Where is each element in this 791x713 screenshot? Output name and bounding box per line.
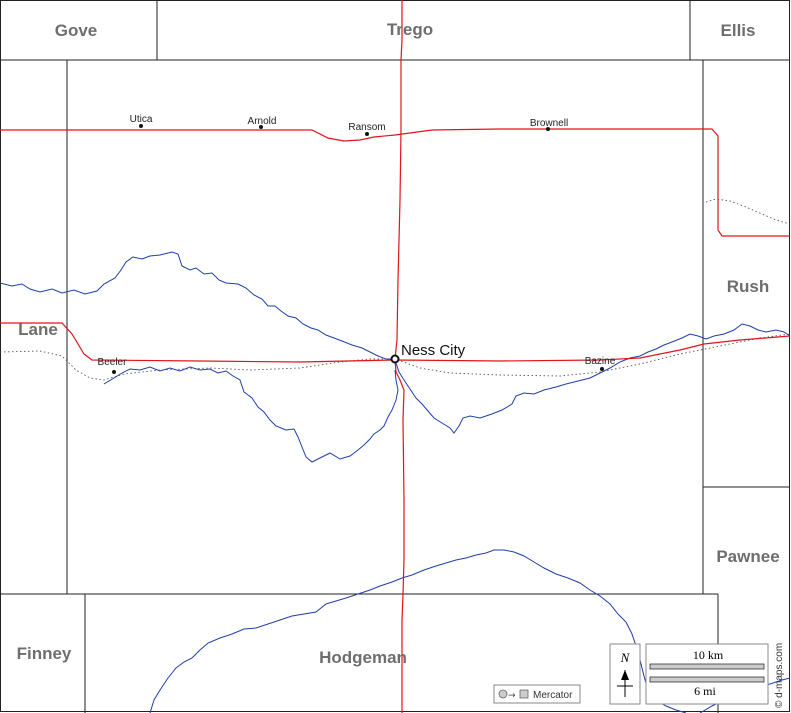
globe-icon [498,689,508,699]
town-markers [112,124,604,374]
projection-box: → Mercator [493,684,581,704]
town-label-brownell: Brownell [530,118,568,129]
north-arrow: N [609,643,641,705]
town-label-ransom: Ransom [348,122,385,133]
walnut-creek-north-branch [0,251,395,360]
town-label-bazine: Bazine [585,356,616,367]
square-map-icon [519,689,529,699]
arrow-icon: → [508,691,516,701]
compass-arrow-icon [621,670,629,680]
county-label-rush: Rush [727,277,770,296]
scale-frame [645,643,769,705]
highway-4 [0,128,790,237]
scale-km-bar [649,663,765,670]
town-label-beeler: Beeler [98,357,128,368]
ransom-marker [365,132,369,136]
county-label-hodgeman: Hodgeman [319,648,407,667]
walnut-creek-east [394,323,791,434]
county-label-gove: Gove [55,21,98,40]
walnut-creek-south-branch [103,366,399,463]
county-label-pawnee: Pawnee [716,547,779,566]
scale-km-label: 10 km [693,648,724,662]
beeler-marker [112,370,116,374]
projection-frame [493,684,581,704]
county-label-ellis: Ellis [721,21,756,40]
county-label-finney: Finney [17,644,72,663]
arnold-marker [259,125,263,129]
county-labels: Gove Trego Ellis Lane Rush Pawnee Finney… [17,20,780,667]
town-label-utica: Utica [130,114,153,125]
brownell-marker [546,127,550,131]
north-label: N [620,650,631,665]
bazine-marker [600,367,604,371]
county-label-trego: Trego [387,20,433,39]
utica-marker [139,124,143,128]
town-labels: Utica Arnold Ransom Brownell Beeler Bazi… [98,114,616,368]
scale-mi-bar [649,676,765,683]
scale-bar: 10 km 6 mi [645,643,769,705]
town-label-ness-city: Ness City [401,342,466,359]
highway-283 [394,0,405,713]
scale-mi-label: 6 mi [694,684,716,698]
ness-city-marker [390,354,400,364]
county-label-lane: Lane [18,320,58,339]
credit-label: © d-maps.com [774,643,785,708]
projection-label: Mercator [533,690,573,701]
town-label-arnold: Arnold [248,116,277,127]
pawnee-river [149,549,687,713]
